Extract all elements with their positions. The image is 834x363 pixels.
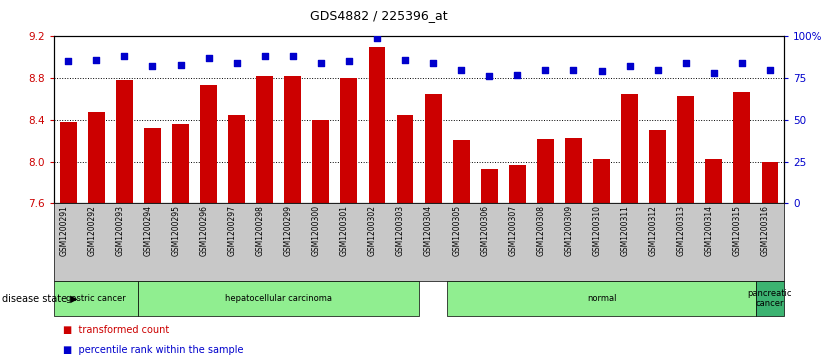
Text: GSM1200296: GSM1200296	[199, 205, 208, 256]
Text: pancreatic
cancer: pancreatic cancer	[747, 289, 792, 308]
Bar	[369, 47, 385, 203]
Point	[314, 60, 328, 66]
Text: GSM1200315: GSM1200315	[733, 205, 742, 256]
Point	[679, 60, 692, 66]
Text: GSM1200311: GSM1200311	[620, 205, 630, 256]
Text: GSM1200292: GSM1200292	[88, 205, 96, 256]
Text: GSM1200301: GSM1200301	[340, 205, 349, 256]
Text: GSM1200303: GSM1200303	[396, 205, 405, 256]
Text: GSM1200291: GSM1200291	[59, 205, 68, 256]
Point	[118, 53, 131, 59]
Bar	[761, 162, 778, 203]
Text: GDS4882 / 225396_at: GDS4882 / 225396_at	[309, 9, 447, 22]
Point	[595, 69, 608, 74]
Bar	[116, 80, 133, 203]
Text: GSM1200294: GSM1200294	[143, 205, 153, 256]
Point	[510, 72, 524, 78]
Bar	[200, 85, 217, 203]
Point	[62, 58, 75, 64]
Bar	[565, 138, 582, 203]
Text: GSM1200307: GSM1200307	[508, 205, 517, 256]
Point	[707, 70, 721, 76]
Point	[89, 57, 103, 62]
Text: ■  percentile rank within the sample: ■ percentile rank within the sample	[63, 345, 243, 355]
Text: GSM1200313: GSM1200313	[676, 205, 686, 256]
Point	[567, 67, 580, 73]
Bar	[509, 165, 525, 203]
Point	[651, 67, 665, 73]
Bar	[425, 94, 441, 203]
Text: normal: normal	[587, 294, 616, 303]
Text: disease state ▶: disease state ▶	[2, 294, 78, 303]
Text: ■  transformed count: ■ transformed count	[63, 325, 168, 335]
Point	[483, 73, 496, 79]
Point	[230, 60, 244, 66]
Point	[455, 67, 468, 73]
Text: GSM1200304: GSM1200304	[425, 205, 433, 256]
Point	[736, 60, 749, 66]
Point	[286, 53, 299, 59]
Bar	[621, 94, 638, 203]
Bar	[453, 140, 470, 203]
Text: GSM1200297: GSM1200297	[228, 205, 237, 256]
Text: hepatocellular carcinoma: hepatocellular carcinoma	[225, 294, 332, 303]
Point	[146, 64, 159, 69]
Bar	[313, 120, 329, 203]
Text: GSM1200308: GSM1200308	[536, 205, 545, 256]
Point	[426, 60, 440, 66]
Text: GSM1200310: GSM1200310	[592, 205, 601, 256]
Text: GSM1200302: GSM1200302	[368, 205, 377, 256]
Bar	[677, 96, 694, 203]
Bar	[256, 76, 273, 203]
Bar	[593, 159, 610, 203]
Text: GSM1200293: GSM1200293	[115, 205, 124, 256]
Bar	[537, 139, 554, 203]
Point	[258, 53, 271, 59]
Bar	[340, 78, 357, 203]
Bar	[397, 115, 414, 203]
Bar	[229, 115, 245, 203]
Bar	[144, 128, 161, 203]
Bar	[88, 113, 105, 203]
Text: GSM1200312: GSM1200312	[649, 205, 658, 256]
Point	[202, 55, 215, 61]
Point	[763, 67, 776, 73]
Bar	[172, 124, 189, 203]
Point	[370, 35, 384, 41]
Bar	[284, 76, 301, 203]
Text: gastric cancer: gastric cancer	[67, 294, 126, 303]
Point	[623, 64, 636, 69]
Bar	[481, 169, 498, 203]
Bar	[649, 130, 666, 203]
Text: GSM1200299: GSM1200299	[284, 205, 293, 256]
Text: GSM1200316: GSM1200316	[761, 205, 770, 256]
Text: GSM1200309: GSM1200309	[565, 205, 574, 256]
Bar	[60, 122, 77, 203]
Point	[342, 58, 355, 64]
Text: GSM1200306: GSM1200306	[480, 205, 490, 256]
Point	[399, 57, 412, 62]
Bar	[706, 159, 722, 203]
Text: GSM1200300: GSM1200300	[312, 205, 321, 256]
Text: GSM1200314: GSM1200314	[705, 205, 714, 256]
Text: GSM1200305: GSM1200305	[452, 205, 461, 256]
Point	[173, 62, 187, 68]
Point	[539, 67, 552, 73]
Text: GSM1200298: GSM1200298	[256, 205, 264, 256]
Bar	[733, 91, 751, 203]
Text: GSM1200295: GSM1200295	[172, 205, 180, 256]
